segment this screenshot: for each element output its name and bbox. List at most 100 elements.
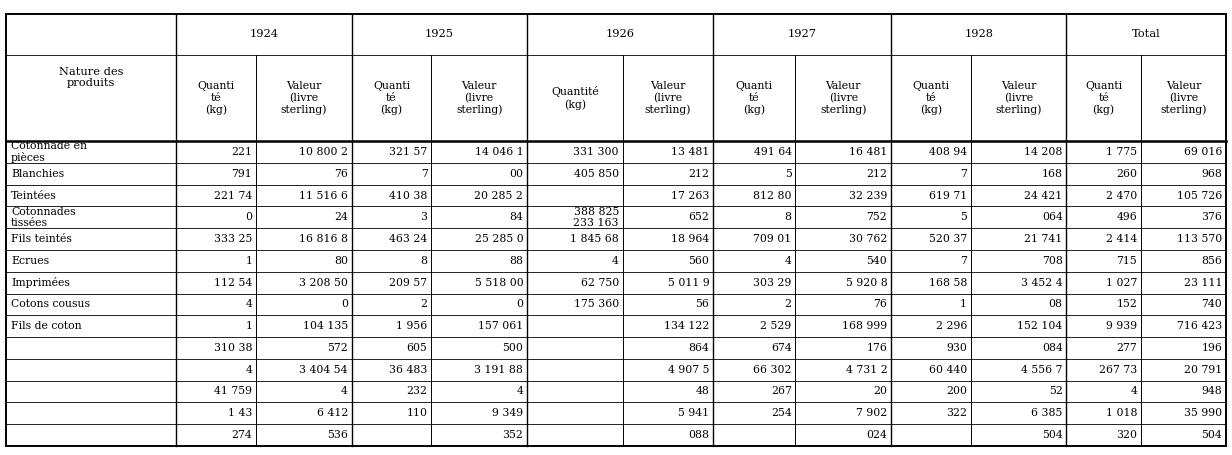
Text: 2 296: 2 296 (935, 321, 967, 331)
Text: 88: 88 (509, 256, 524, 266)
Text: Cotonnade en
pièces: Cotonnade en pièces (11, 141, 87, 163)
Text: 320: 320 (1116, 430, 1137, 440)
Text: 200: 200 (946, 386, 967, 396)
Text: 310 38: 310 38 (213, 343, 253, 353)
Text: Ecrues: Ecrues (11, 256, 49, 266)
Text: Cotonnades
tissées: Cotonnades tissées (11, 207, 75, 228)
Text: 4: 4 (245, 365, 253, 375)
Text: Valeur
(livre
sterling): Valeur (livre sterling) (456, 81, 503, 115)
Text: 540: 540 (866, 256, 887, 266)
Text: 088: 088 (689, 430, 710, 440)
Text: 463 24: 463 24 (389, 234, 428, 244)
Text: 3: 3 (420, 212, 428, 222)
Text: 303 29: 303 29 (753, 278, 792, 288)
Text: 69 016: 69 016 (1184, 147, 1222, 157)
Text: 113 570: 113 570 (1177, 234, 1222, 244)
Text: 274: 274 (232, 430, 253, 440)
Text: 16 481: 16 481 (849, 147, 887, 157)
Text: 864: 864 (689, 343, 710, 353)
Text: 00: 00 (509, 169, 524, 179)
Text: 652: 652 (689, 212, 710, 222)
Text: 104 135: 104 135 (303, 321, 347, 331)
Text: 209 57: 209 57 (389, 278, 428, 288)
Text: 1: 1 (960, 299, 967, 309)
Text: 21 741: 21 741 (1025, 234, 1063, 244)
Text: 267: 267 (771, 386, 792, 396)
Text: 376: 376 (1201, 212, 1222, 222)
Text: 84: 84 (509, 212, 524, 222)
Text: 60 440: 60 440 (929, 365, 967, 375)
Text: 4: 4 (245, 299, 253, 309)
Text: 20 791: 20 791 (1184, 365, 1222, 375)
Text: 2 529: 2 529 (760, 321, 792, 331)
Text: 168 58: 168 58 (929, 278, 967, 288)
Text: 24: 24 (334, 212, 347, 222)
Text: 18 964: 18 964 (671, 234, 710, 244)
Text: 134 122: 134 122 (664, 321, 710, 331)
Text: 9 349: 9 349 (492, 408, 524, 418)
Text: 3 208 50: 3 208 50 (299, 278, 347, 288)
Text: 16 816 8: 16 816 8 (299, 234, 347, 244)
Text: 856: 856 (1201, 256, 1222, 266)
Text: 1 775: 1 775 (1106, 147, 1137, 157)
Text: 674: 674 (771, 343, 792, 353)
Text: 221 74: 221 74 (214, 191, 253, 201)
Text: 321 57: 321 57 (389, 147, 428, 157)
Text: 2: 2 (420, 299, 428, 309)
Text: 410 38: 410 38 (389, 191, 428, 201)
Text: 5 011 9: 5 011 9 (668, 278, 710, 288)
Text: 3 452 4: 3 452 4 (1021, 278, 1063, 288)
Text: 4 556 7: 4 556 7 (1021, 365, 1063, 375)
Text: 948: 948 (1201, 386, 1222, 396)
Text: 48: 48 (695, 386, 710, 396)
Text: 4: 4 (1130, 386, 1137, 396)
Text: 23 111: 23 111 (1184, 278, 1222, 288)
Text: 405 850: 405 850 (574, 169, 618, 179)
Text: 560: 560 (689, 256, 710, 266)
Text: 084: 084 (1042, 343, 1063, 353)
Text: 2 470: 2 470 (1106, 191, 1137, 201)
Text: 267 73: 267 73 (1099, 365, 1137, 375)
Text: 408 94: 408 94 (929, 147, 967, 157)
Text: Fils de coton: Fils de coton (11, 321, 81, 331)
Text: 8: 8 (785, 212, 792, 222)
Text: 024: 024 (866, 430, 887, 440)
Text: 968: 968 (1201, 169, 1222, 179)
Text: 5 920 8: 5 920 8 (845, 278, 887, 288)
Text: 4: 4 (341, 386, 347, 396)
Text: 7: 7 (421, 169, 428, 179)
Text: 25 285 0: 25 285 0 (474, 234, 524, 244)
Text: 157 061: 157 061 (478, 321, 524, 331)
Text: 064: 064 (1042, 212, 1063, 222)
Text: 13 481: 13 481 (671, 147, 710, 157)
Text: 6 412: 6 412 (317, 408, 347, 418)
Text: 1 43: 1 43 (228, 408, 253, 418)
Text: 504: 504 (1201, 430, 1222, 440)
Text: Quanti
té
(kg): Quanti té (kg) (1085, 81, 1122, 115)
Text: 7 902: 7 902 (856, 408, 887, 418)
Text: 605: 605 (407, 343, 428, 353)
Text: 812 80: 812 80 (753, 191, 792, 201)
Text: 41 759: 41 759 (214, 386, 253, 396)
Text: 709 01: 709 01 (754, 234, 792, 244)
Text: 1927: 1927 (787, 29, 817, 39)
Text: 152: 152 (1116, 299, 1137, 309)
Text: 2 414: 2 414 (1106, 234, 1137, 244)
Text: 260: 260 (1116, 169, 1137, 179)
Text: 0: 0 (516, 299, 524, 309)
Text: 752: 752 (866, 212, 887, 222)
Text: Valeur
(livre
sterling): Valeur (livre sterling) (821, 81, 866, 115)
Text: 1: 1 (245, 256, 253, 266)
Text: 322: 322 (946, 408, 967, 418)
Text: 212: 212 (866, 169, 887, 179)
Text: 196: 196 (1201, 343, 1222, 353)
Text: 930: 930 (946, 343, 967, 353)
Text: 5 941: 5 941 (678, 408, 710, 418)
Text: 3 191 88: 3 191 88 (474, 365, 524, 375)
Text: 333 25: 333 25 (214, 234, 253, 244)
Text: 254: 254 (771, 408, 792, 418)
Text: 715: 715 (1116, 256, 1137, 266)
Text: 740: 740 (1201, 299, 1222, 309)
Text: 536: 536 (326, 430, 347, 440)
Text: 76: 76 (334, 169, 347, 179)
